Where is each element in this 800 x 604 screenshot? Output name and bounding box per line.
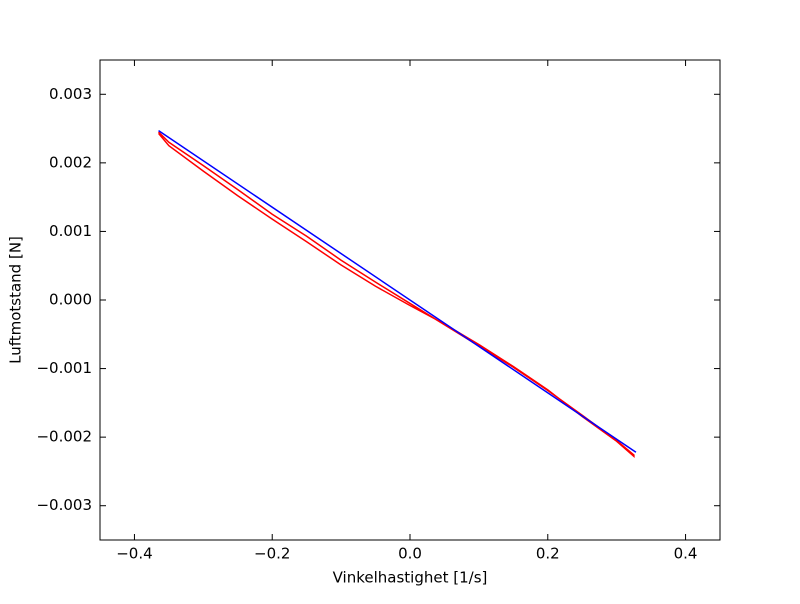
- y-tick-label: 0.001: [49, 222, 92, 240]
- plot-frame: [99, 59, 721, 541]
- y-tick-label: −0.003: [36, 496, 92, 514]
- y-axis-label: Luftmotstand [N]: [7, 236, 25, 364]
- y-tick-label: −0.002: [36, 428, 92, 446]
- y-tick-label: −0.001: [36, 359, 92, 377]
- x-tick-label: 0.0: [398, 545, 422, 563]
- y-tick-label: 0.002: [49, 153, 92, 171]
- x-axis-label: Vinkelhastighet [1/s]: [333, 569, 488, 587]
- y-tick-label: 0.003: [49, 85, 92, 103]
- x-tick-label: −0.4: [116, 545, 152, 563]
- data-line: [158, 130, 637, 453]
- data-line: [157, 131, 635, 458]
- x-tick-label: −0.2: [254, 545, 290, 563]
- x-tick-label: 0.2: [536, 545, 560, 563]
- x-tick-label: 0.4: [674, 545, 698, 563]
- y-tick-label: 0.000: [49, 291, 92, 309]
